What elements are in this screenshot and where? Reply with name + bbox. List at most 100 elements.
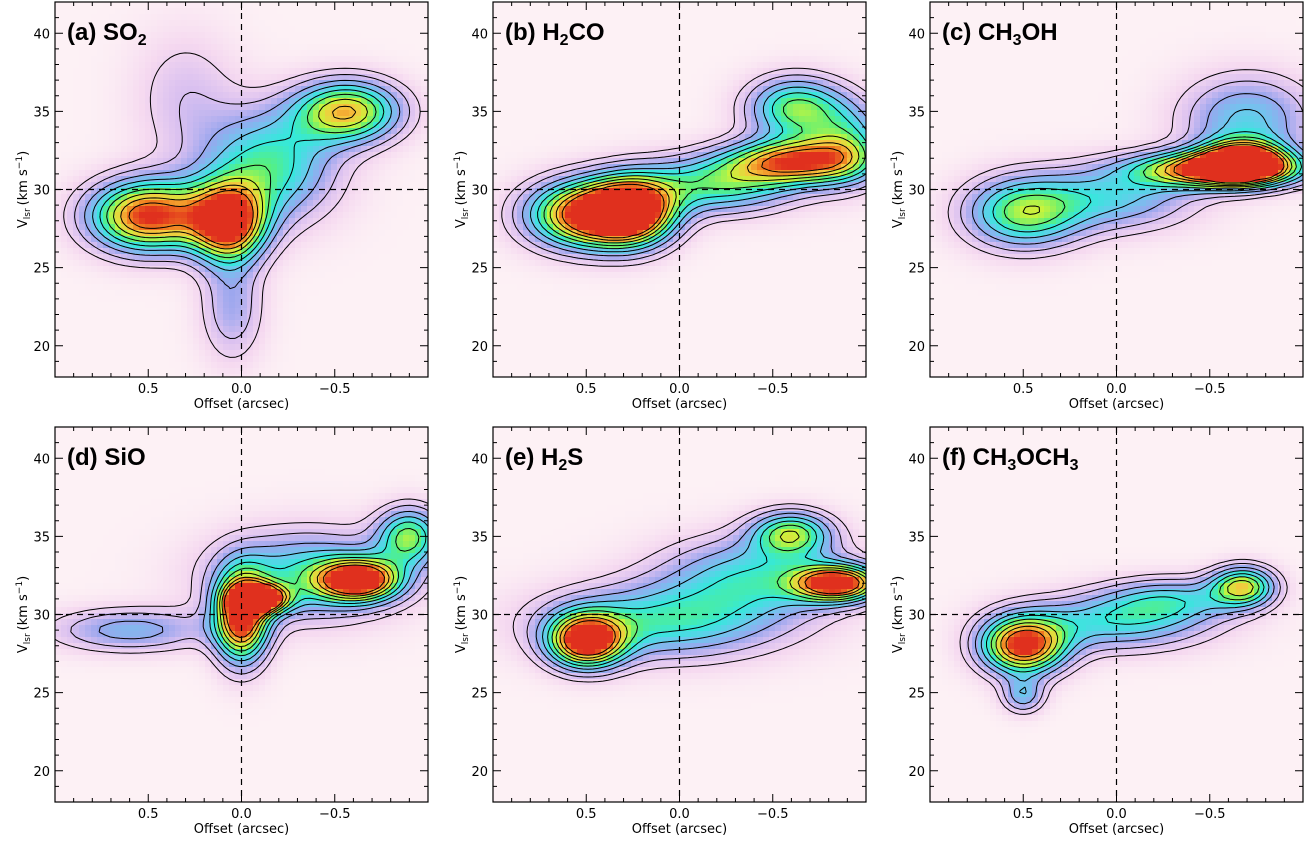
y-axis-title-unit: (km s [454,169,469,205]
contour-level [974,567,1275,705]
panel-title-main: (f) CH [942,444,1007,471]
panel-title: (a) SO2 [67,19,147,49]
panel-title: (c) CH3OH [942,19,1058,49]
contour-level [213,521,427,657]
y-tick-label: 25 [908,687,925,702]
panel-title-sub2: 3 [1070,457,1079,474]
y-tick-label: 25 [471,687,488,702]
x-tick-label: 0.5 [1013,807,1034,822]
panel-e: 0.5 0.0 −0.5 20 25 30 35 40 Offset (arcsec) Vlsr (… [453,426,867,837]
y-tick-label: 40 [33,27,50,42]
y-axis-title: Vlsr (km s−1) [453,151,471,228]
panel-title: (b) H2CO [505,19,605,49]
contour-level [1173,144,1285,184]
panel-title-main: (b) H [505,19,560,46]
contour-lines [63,52,421,358]
contour-lines [501,67,866,267]
x-tick-label: 0.5 [576,382,597,397]
y-tick-label: 25 [471,262,488,277]
panel-title-tail: OCH [1016,444,1069,471]
x-tick-label: 0.5 [1013,382,1034,397]
contour-level [990,576,1260,669]
contour-level [99,89,385,264]
panel-f: 0.5 0.0 −0.5 20 25 30 35 40 Offset (arcsec) Vlsr (… [890,426,1304,837]
intensity-map [493,427,866,802]
contour-level [223,564,385,638]
y-axis-title-sup: −1 [15,156,25,169]
y-axis-title-sub: lsr [461,633,471,644]
contour-level [537,92,866,250]
contour-level [535,512,866,674]
contour-level [959,558,1288,715]
y-tick-label: 35 [33,530,50,545]
y-axis-title-sup: −1 [890,581,900,594]
contour-level [563,571,860,656]
y-tick-label: 20 [33,765,50,780]
y-axis-title-main: V [891,644,906,653]
y-axis-title-main: V [454,644,469,653]
y-axis-title-sub: lsr [23,208,33,219]
contour-lines [55,498,428,683]
intensity-map [55,427,428,802]
y-axis-title-close: ) [454,576,469,581]
y-tick-label: 40 [471,27,488,42]
panel-title-main: (c) CH [942,19,1013,46]
y-axis-title-sub: lsr [461,208,471,219]
x-tick-label: 0.5 [138,807,159,822]
x-tick-label: −0.5 [319,807,351,822]
contour-level [1164,142,1289,185]
contour-level [92,84,392,271]
panel-title-sub: 3 [1007,457,1016,474]
panel-b: 0.5 0.0 −0.5 20 25 30 35 40 Offset (arcsec) Vlsr (… [453,1,867,412]
x-tick-label: −0.5 [1194,382,1226,397]
contour-level [209,516,428,662]
contour-level [960,80,1303,252]
contour-level [980,570,1270,695]
x-tick-label: −0.5 [1194,807,1226,822]
contour-level [555,530,866,662]
panel-title-sub: 2 [558,457,567,474]
y-axis-title-sub: lsr [898,633,908,644]
panel-title-main: (a) SO [67,19,138,46]
contour-level [1003,136,1297,226]
contour-level [113,98,368,254]
contour-level [967,563,1281,710]
contour-level [947,69,1303,260]
y-axis-title-main: V [454,219,469,228]
y-tick-label: 25 [33,262,50,277]
contour-level [543,99,866,247]
x-tick-label: −0.5 [319,382,351,397]
y-tick-label: 40 [33,452,50,467]
x-axis-title: Offset (arcsec) [194,397,289,412]
x-axis-title: Offset (arcsec) [1069,397,1164,412]
y-axis-title-unit: (km s [891,169,906,205]
y-axis-title-unit: (km s [16,594,31,630]
y-axis-title-unit: (km s [454,594,469,630]
x-tick-label: −0.5 [757,807,789,822]
y-axis-title-sup: −1 [890,156,900,169]
contour-level [526,508,866,678]
x-axis-title: Offset (arcsec) [632,822,727,837]
panel-c: 0.5 0.0 −0.5 20 25 30 35 40 Offset (arcsec) Vlsr (… [890,1,1304,412]
contour-lines [512,503,866,683]
y-tick-label: 35 [908,530,925,545]
intensity-map [55,2,428,377]
y-tick-label: 40 [908,27,925,42]
x-axis-title: Offset (arcsec) [1069,822,1164,837]
contour-level [559,569,865,659]
y-axis-title-sub: lsr [898,208,908,219]
y-axis-title-sup: −1 [453,581,463,594]
y-axis-title-close: ) [891,151,906,156]
contour-level [106,93,377,259]
y-axis-title-close: ) [454,151,469,156]
contour-level [971,93,1303,245]
contour-level [128,190,254,246]
contour-level [555,142,853,241]
contour-lines [947,69,1303,260]
panel-title-sub: 2 [138,32,147,49]
contour-level [549,135,860,244]
contour-level [221,562,390,643]
y-tick-label: 35 [33,105,50,120]
panel-title: (e) H2S [505,444,583,474]
